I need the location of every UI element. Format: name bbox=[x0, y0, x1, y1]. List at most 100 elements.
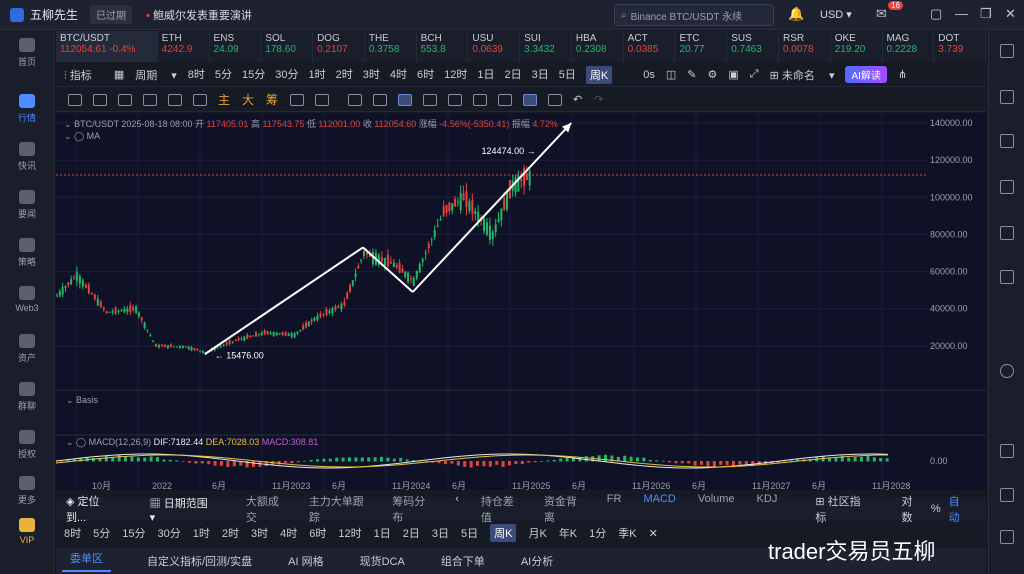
layout-name[interactable]: ⊞ 未命名 ▾ bbox=[769, 69, 835, 82]
interval-option[interactable]: 4时 bbox=[389, 68, 408, 81]
interval-option[interactable]: 1分 bbox=[589, 528, 607, 540]
nav-item-home[interactable]: 首页 bbox=[0, 38, 54, 68]
book-icon[interactable] bbox=[1000, 488, 1014, 502]
interval-option[interactable]: 15分 bbox=[122, 528, 146, 540]
interval-option[interactable]: 8时 bbox=[64, 528, 82, 540]
grid-icon[interactable] bbox=[1000, 226, 1014, 240]
main-force-tool[interactable]: 主 bbox=[218, 93, 231, 107]
interval-option[interactable]: 4时 bbox=[280, 528, 298, 540]
date-range-button[interactable]: ▦ 日期范围 ▾ bbox=[149, 497, 208, 524]
locate-button[interactable]: ◈ 定位到... bbox=[66, 496, 100, 524]
indicator-tab[interactable]: 资金背离 bbox=[543, 496, 577, 524]
nav-item-chat[interactable]: 群聊 bbox=[0, 382, 54, 412]
share-icon[interactable]: ⋔ bbox=[897, 69, 908, 81]
prev-icon[interactable]: ‹ bbox=[455, 493, 459, 505]
close-icon[interactable]: ✕ bbox=[1005, 6, 1016, 21]
interval-option[interactable]: 1时 bbox=[192, 528, 210, 540]
list-icon[interactable] bbox=[1000, 44, 1014, 58]
interval-option[interactable]: 1时 bbox=[308, 68, 326, 81]
interval-option[interactable]: 6时 bbox=[417, 68, 435, 81]
nav-item-vip[interactable]: VIP bbox=[0, 518, 54, 545]
copy-icon[interactable] bbox=[1000, 530, 1014, 544]
footer-tab[interactable]: 自定义指标/回测/实盘 bbox=[147, 556, 253, 568]
interval-option[interactable]: 2时 bbox=[335, 68, 353, 81]
ticker-item[interactable]: DOT 3.739 bbox=[934, 31, 987, 62]
interval-option[interactable]: 5日 bbox=[461, 528, 479, 540]
interval-option[interactable]: 12时 bbox=[338, 528, 362, 540]
footer-tab[interactable]: 委单区 bbox=[62, 550, 111, 572]
document-icon[interactable] bbox=[1000, 90, 1014, 104]
indicator-tab[interactable]: KDJ bbox=[756, 493, 778, 505]
interval-option[interactable]: 30分 bbox=[275, 68, 299, 81]
ticker-item[interactable]: THE 0.3758 bbox=[365, 31, 417, 62]
ticker-item[interactable]: SUS 0.7463 bbox=[727, 31, 779, 62]
ticker-item[interactable]: ACT 0.0385 bbox=[624, 31, 676, 62]
ticker-item[interactable]: USU 0.0639 bbox=[468, 31, 521, 62]
log-toggle[interactable]: 对数 bbox=[901, 496, 913, 524]
macd-indicator[interactable]: ⌄ ◯ MACD(12,26,9) DIF:7182.44 DEA:7028.0… bbox=[66, 437, 319, 447]
pen-icon[interactable]: ✎ bbox=[687, 69, 697, 81]
ticker-item[interactable]: SOL 178.60 bbox=[261, 31, 314, 62]
layout-icon[interactable]: ▢ bbox=[930, 6, 943, 21]
nav-item-auth[interactable]: 授权 bbox=[0, 430, 54, 460]
bell-icon[interactable]: 🔔 bbox=[788, 6, 805, 21]
collapse-icon[interactable]: ⌄ bbox=[64, 119, 72, 129]
indicator-tab[interactable]: 持仓差值 bbox=[480, 496, 514, 524]
interval-option[interactable]: 季K bbox=[618, 528, 637, 540]
currency-select[interactable]: USD ▾ bbox=[820, 9, 852, 21]
ma-indicator[interactable]: ⌄ ◯ MA bbox=[64, 131, 101, 141]
hline-tool-icon[interactable] bbox=[93, 93, 107, 106]
interval-option[interactable]: 月K bbox=[528, 528, 547, 540]
nav-item-web3[interactable]: Web3 bbox=[0, 286, 54, 313]
interval-option[interactable]: 12时 bbox=[444, 68, 468, 81]
ticker-item[interactable]: ETH 4242.9 bbox=[158, 31, 210, 62]
big-order-tool[interactable]: 大 bbox=[242, 93, 255, 107]
more-dots-icon[interactable] bbox=[193, 93, 207, 106]
footer-tab[interactable]: 现货DCA bbox=[359, 556, 405, 568]
interval-option[interactable]: 周K bbox=[585, 65, 613, 84]
close-icon[interactable]: ✕ bbox=[648, 527, 658, 540]
indicator-tab[interactable]: MACD bbox=[643, 493, 676, 505]
interval-option[interactable]: 3日 bbox=[431, 528, 449, 540]
settings-icon[interactable]: ⚙ bbox=[707, 69, 718, 81]
ticker-item[interactable]: BTC/USDT 112054.61 -0.4% bbox=[56, 31, 158, 62]
footer-tab[interactable]: AI 网格 bbox=[288, 556, 324, 568]
filter-icon[interactable] bbox=[523, 93, 538, 106]
ai-analysis-button[interactable]: AI解读 bbox=[845, 66, 887, 83]
interval-option[interactable]: 1日 bbox=[373, 528, 391, 540]
line-tool-icon[interactable] bbox=[68, 93, 82, 106]
channel-tool-icon[interactable] bbox=[118, 93, 132, 106]
trash-icon[interactable] bbox=[548, 93, 563, 106]
mail-icon[interactable]: ✉ bbox=[876, 6, 887, 21]
ticker-item[interactable]: ETC 20.77 bbox=[675, 31, 728, 62]
interval-option[interactable]: 30分 bbox=[157, 528, 181, 540]
nav-item-flash[interactable]: 快讯 bbox=[0, 142, 54, 172]
trend-tool-icon[interactable] bbox=[398, 93, 413, 106]
ticker-item[interactable]: SUI 3.3432 bbox=[520, 31, 572, 62]
auto-toggle[interactable]: 自动 bbox=[948, 496, 960, 524]
chip-tool[interactable]: 筹 bbox=[266, 93, 279, 107]
seconds-toggle[interactable]: 0s bbox=[643, 68, 655, 81]
stopwatch-icon[interactable] bbox=[473, 93, 488, 106]
fullscreen-icon[interactable]: ⤢ bbox=[749, 68, 759, 80]
interval-option[interactable]: 5分 bbox=[214, 68, 233, 81]
interval-option[interactable]: 3时 bbox=[362, 68, 380, 81]
community-indicators[interactable]: ⊞ 社区指标 bbox=[815, 496, 861, 524]
nav-item-more[interactable]: 更多 bbox=[0, 476, 54, 506]
interval-option[interactable]: 2日 bbox=[402, 528, 420, 540]
ticker-item[interactable]: MAG 0.2228 bbox=[883, 31, 935, 62]
ray-tool-icon[interactable] bbox=[143, 93, 157, 106]
news-icon[interactable] bbox=[1000, 134, 1014, 148]
chart-up-icon[interactable] bbox=[1000, 180, 1014, 194]
basis-indicator[interactable]: ⌄ Basis bbox=[66, 395, 99, 405]
ticker-item[interactable]: HBA 0.2308 bbox=[572, 31, 624, 62]
indicator-tab[interactable]: 主力大单跟踪 bbox=[308, 496, 364, 524]
indicator-tab[interactable]: 筹码分布 bbox=[392, 496, 426, 524]
refresh-icon[interactable] bbox=[1000, 364, 1014, 378]
percent-toggle[interactable]: % bbox=[930, 503, 941, 515]
calendar-icon[interactable]: ▦ bbox=[113, 69, 125, 81]
interval-option[interactable]: 2时 bbox=[221, 528, 239, 540]
interval-option[interactable]: 5日 bbox=[558, 68, 576, 81]
ticker-item[interactable]: ENS 24.09 bbox=[210, 31, 262, 62]
interval-option[interactable]: 2日 bbox=[504, 68, 522, 81]
